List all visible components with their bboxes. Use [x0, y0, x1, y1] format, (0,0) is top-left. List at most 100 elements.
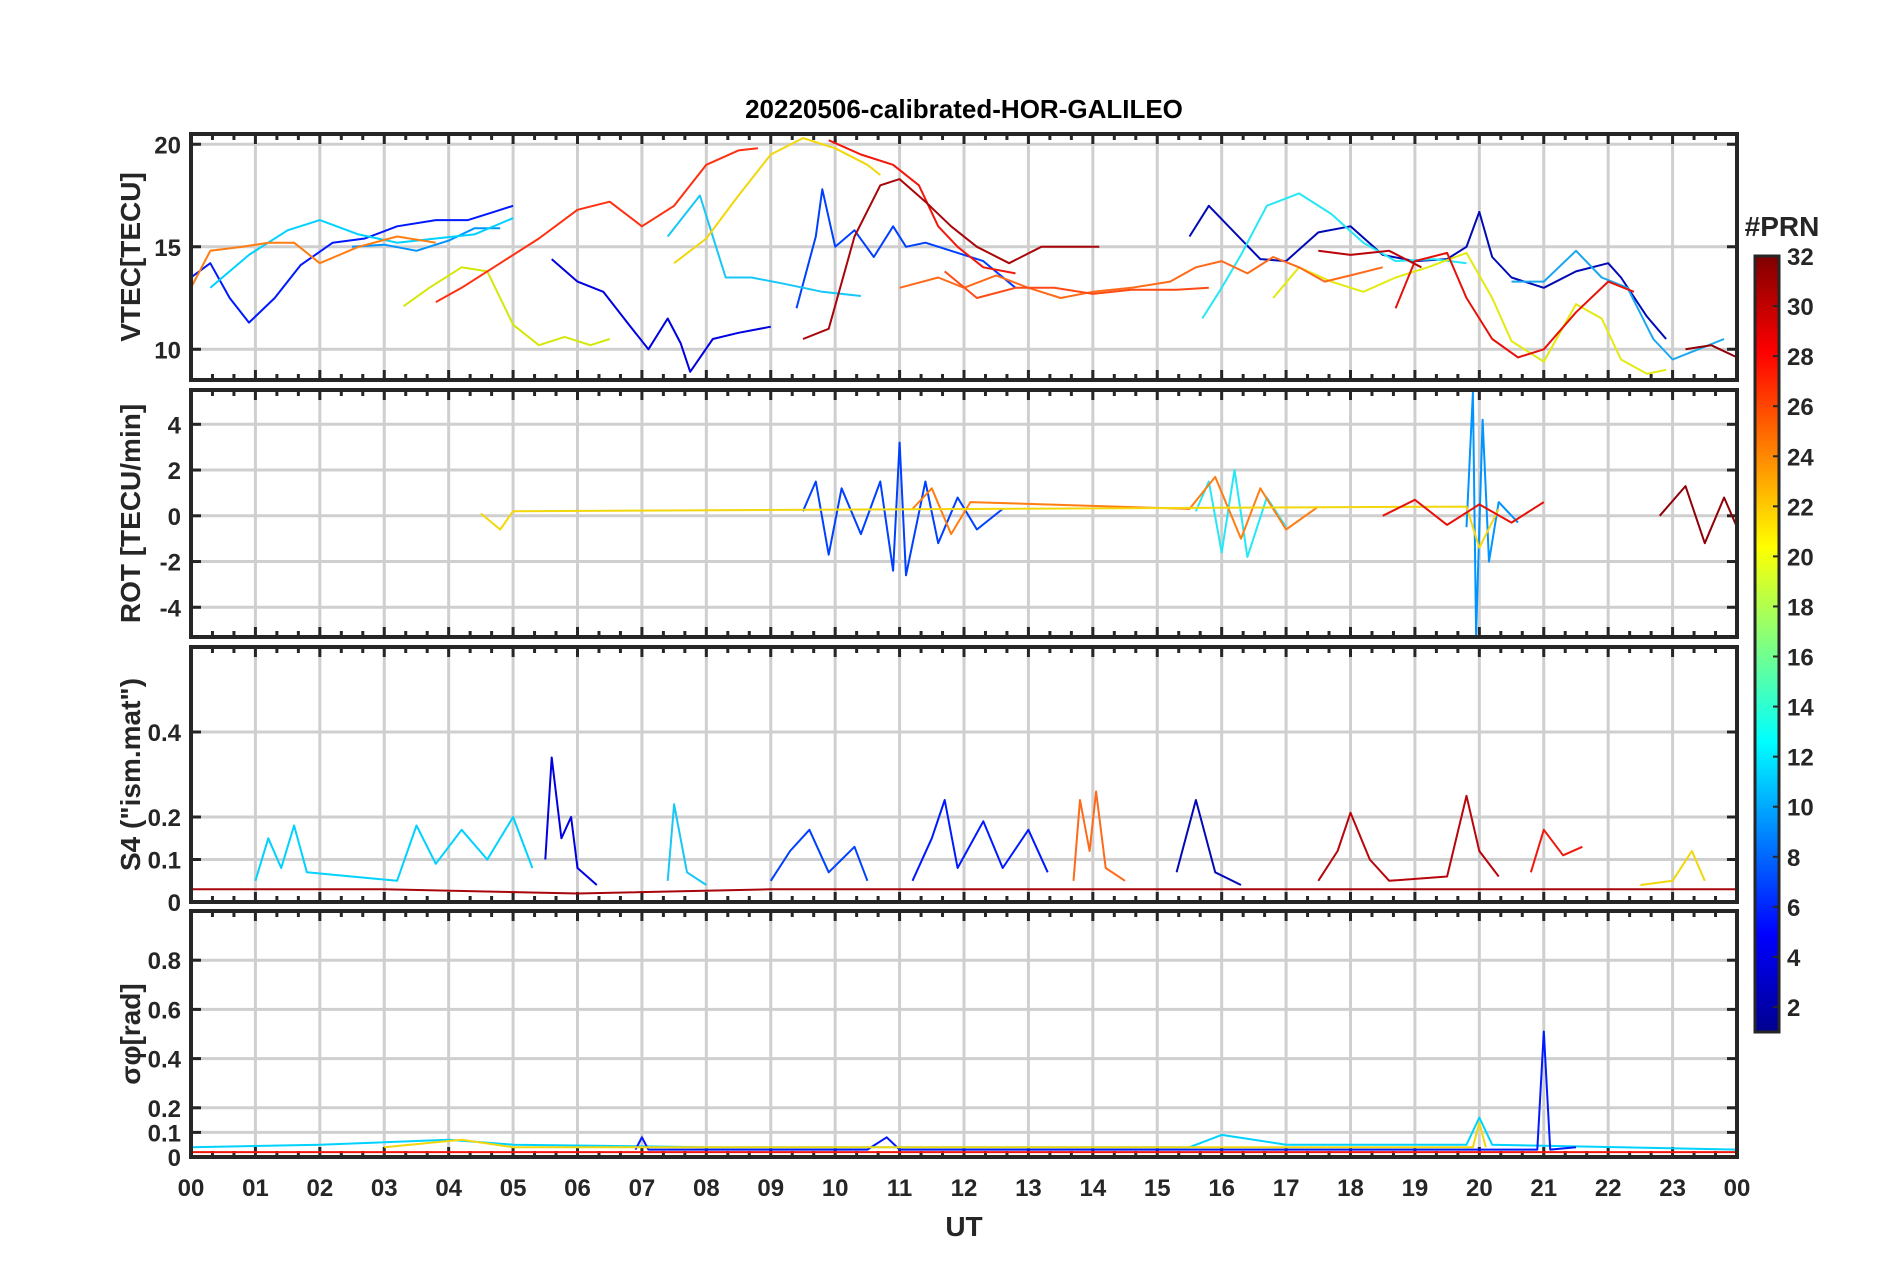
series-line-prn-32	[1685, 344, 1737, 359]
y-tick-label: 0	[168, 890, 181, 917]
colorbar-tick-label: 26	[1787, 394, 1814, 421]
x-tick-label: 14	[1079, 1175, 1106, 1202]
y-tick-label: 20	[154, 132, 181, 159]
x-tick-label: 07	[629, 1175, 656, 1202]
series-line-prn-2	[1188, 204, 1667, 340]
series-line-prn-2	[1175, 799, 1242, 886]
y-tick-label: 0	[168, 1145, 181, 1172]
panel-frame	[189, 132, 1739, 382]
y-axis-label: σφ[rad]	[115, 983, 146, 1084]
series-line-prn-24	[899, 256, 1383, 299]
x-tick-label: 06	[564, 1175, 591, 1202]
y-tick-label: 15	[154, 235, 181, 262]
series-line-prn-27	[435, 147, 759, 303]
series-line-prn-32	[1658, 485, 1737, 545]
colorbar-tick-label: 12	[1787, 745, 1814, 772]
series-line-prn-20	[480, 505, 1500, 549]
series-line-prn-20	[384, 1121, 1487, 1149]
colorbar-gradient	[1753, 254, 1781, 1034]
series-line-prn-25	[191, 235, 436, 289]
panel-frame	[189, 909, 1739, 1159]
y-axis-label: S4 ("ism.mat")	[115, 678, 146, 871]
series-group	[191, 756, 1737, 895]
x-tick-label: 02	[306, 1175, 333, 1202]
x-tick-label: 00	[178, 1175, 205, 1202]
y-tick-label: 4	[168, 412, 182, 439]
chart-title: 20220506-calibrated-HOR-GALILEO	[745, 94, 1183, 124]
series-line-prn-6	[769, 828, 869, 882]
panel-sigma_phi: 0.8 0.6 0.4 0.20.10 σφ[rad]	[115, 909, 1739, 1172]
colorbar-tick-label: 28	[1787, 344, 1814, 371]
series-line-prn-31	[191, 888, 1737, 895]
series-line-prn-6	[802, 441, 1004, 577]
series-line-prn-19	[1272, 251, 1667, 375]
panel-frame	[189, 388, 1739, 639]
series-line-prn-12	[254, 816, 534, 882]
x-tick-label: 22	[1595, 1175, 1622, 1202]
series-line-prn-28	[1394, 251, 1635, 359]
series-line-prn-5	[911, 799, 1049, 882]
series-group	[191, 137, 1737, 375]
y-axis-label: ROT [TECU/min]	[115, 404, 146, 623]
series-line-prn-11	[666, 194, 862, 297]
series-line-prn-24	[1072, 790, 1126, 882]
y-tick-label: 0.2	[148, 805, 181, 832]
series-line-prn-31	[802, 178, 1100, 340]
series-line-prn-5	[634, 1030, 1577, 1151]
series-line-prn-3	[551, 258, 771, 373]
colorbar-tick-label: 8	[1787, 845, 1800, 872]
x-tick-label: 18	[1337, 1175, 1364, 1202]
series-group	[480, 391, 1737, 636]
x-tick-label: 15	[1144, 1175, 1171, 1202]
panel-rot: 4 2 0 -2 -4 ROT [TECU/min]	[115, 388, 1739, 639]
x-tick-label: 09	[757, 1175, 784, 1202]
series-line-prn-30	[1318, 249, 1422, 269]
panel-vtec: 10 15 20 VTEC[TECU]	[115, 132, 1739, 382]
y-tick-label: 0.2	[148, 1096, 181, 1123]
y-tick-label: -4	[160, 595, 182, 622]
series-line-prn-12	[209, 217, 514, 289]
colorbar-tick-label: 6	[1787, 895, 1800, 922]
series-line-prn-6	[795, 188, 1017, 309]
y-tick-label: 0.6	[148, 997, 181, 1024]
x-tick-label: 21	[1530, 1175, 1557, 1202]
series-line-prn-9	[1511, 249, 1725, 361]
y-tick-label: 0.4	[148, 1047, 182, 1074]
series-line-prn-27	[1529, 828, 1583, 873]
colorbar-tick-label: 18	[1787, 594, 1814, 621]
series-line-prn-5	[191, 204, 514, 324]
x-tick-label: 19	[1402, 1175, 1429, 1202]
x-tick-label: 00	[1724, 1175, 1751, 1202]
x-tick-label: 03	[371, 1175, 398, 1202]
y-tick-label: 0	[168, 504, 181, 531]
x-tick-label: 23	[1659, 1175, 1686, 1202]
series-line-prn-30	[1317, 794, 1500, 882]
y-tick-label: 0.4	[148, 720, 182, 747]
x-tick-label: 08	[693, 1175, 720, 1202]
y-axis-label: VTEC[TECU]	[115, 172, 146, 342]
x-tick-label: 01	[242, 1175, 269, 1202]
colorbar-tick-label: 20	[1787, 544, 1814, 571]
x-tick-label: 11	[887, 1175, 912, 1202]
y-tick-label: 2	[168, 458, 181, 485]
x-tick-label: 05	[500, 1175, 527, 1202]
colorbar-label: #PRN	[1745, 211, 1820, 242]
series-line-prn-10	[1465, 391, 1519, 636]
series-group	[191, 1030, 1737, 1154]
series-line-prn-20	[673, 137, 881, 264]
colorbar-tick-label: 4	[1787, 945, 1801, 972]
series-line-prn-26	[944, 270, 1209, 299]
series-line-prn-20	[1640, 850, 1706, 886]
colorbar-tick-label: 30	[1787, 294, 1814, 321]
y-tick-label: 0.1	[148, 1120, 181, 1147]
y-tick-label: 10	[154, 337, 181, 364]
y-tick-label: -2	[160, 550, 181, 577]
colorbar-tick-label: 10	[1787, 795, 1814, 822]
series-line-prn-10	[351, 227, 501, 252]
colorbar-tick-label: 22	[1787, 494, 1814, 521]
colorbar-tick-label: 32	[1787, 244, 1814, 271]
panel-s4: 0.4 0.2 0.1 0 S4 ("ism.mat")	[115, 645, 1739, 917]
